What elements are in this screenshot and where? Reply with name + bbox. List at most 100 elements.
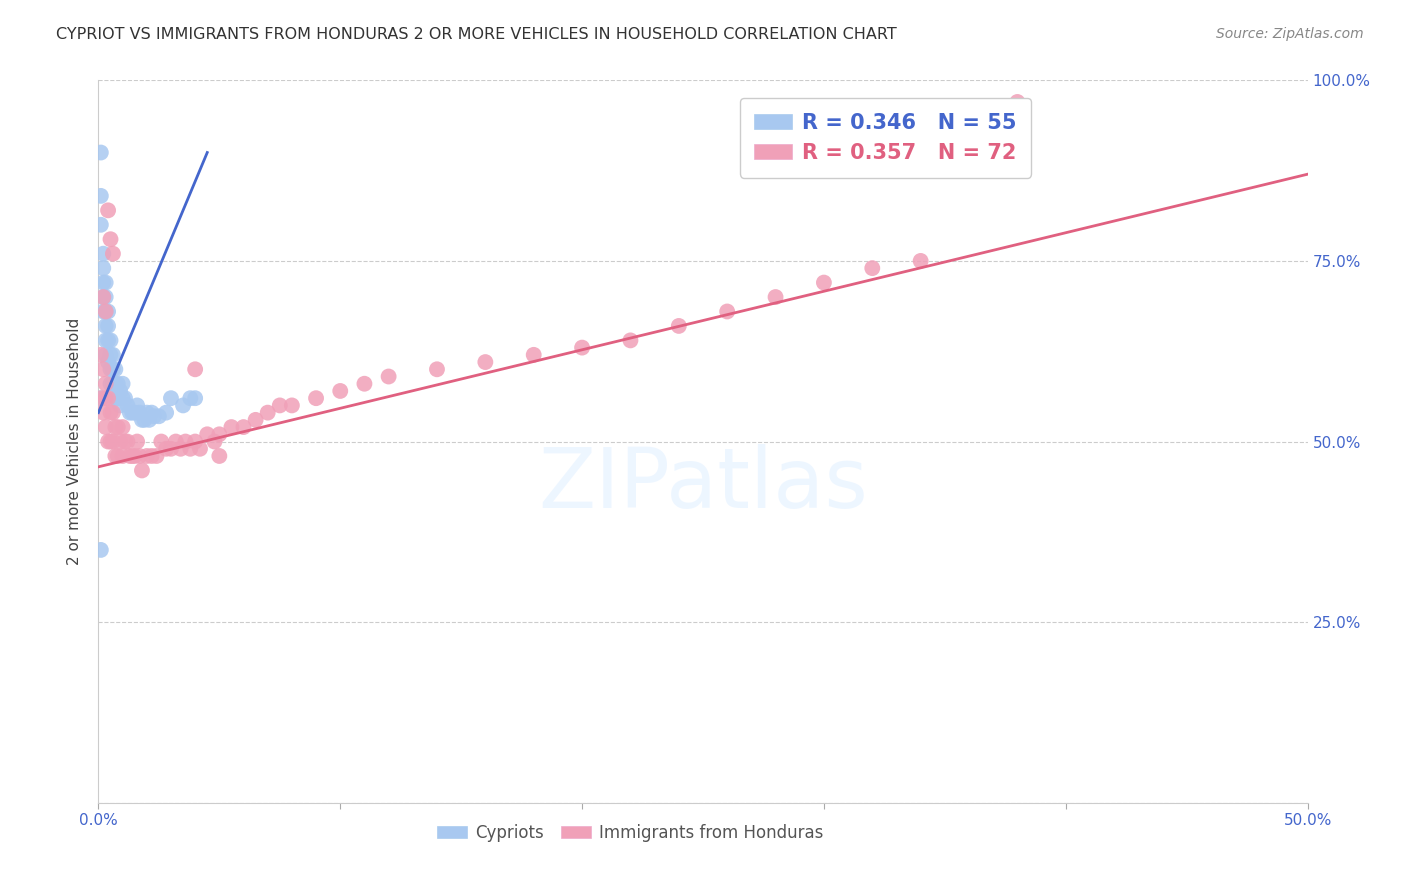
- Point: [377, 369, 399, 384]
- Point: [100, 376, 122, 391]
- Point: [160, 442, 183, 456]
- Point: [165, 434, 187, 449]
- Point: [104, 362, 127, 376]
- Point: [169, 442, 191, 456]
- Point: [97, 434, 120, 449]
- Point: [97, 304, 120, 318]
- Point: [208, 427, 231, 442]
- Point: [668, 318, 690, 333]
- Point: [121, 449, 143, 463]
- Point: [91, 290, 114, 304]
- Point: [100, 406, 122, 420]
- Point: [111, 376, 134, 391]
- Point: [145, 449, 167, 463]
- Point: [619, 334, 641, 348]
- Point: [353, 376, 375, 391]
- Point: [329, 384, 352, 398]
- Point: [90, 348, 112, 362]
- Point: [155, 406, 177, 420]
- Point: [107, 376, 129, 391]
- Point: [97, 355, 120, 369]
- Point: [90, 391, 112, 405]
- Point: [305, 391, 328, 405]
- Point: [128, 449, 150, 463]
- Point: [104, 449, 127, 463]
- Point: [716, 304, 738, 318]
- Point: [114, 434, 136, 449]
- Point: [160, 391, 183, 405]
- Point: [97, 318, 120, 333]
- Point: [143, 409, 166, 424]
- Point: [90, 189, 112, 203]
- Point: [174, 434, 197, 449]
- Point: [94, 376, 117, 391]
- Point: [91, 304, 114, 318]
- Point: [114, 391, 136, 405]
- Point: [179, 442, 201, 456]
- Point: [188, 442, 211, 456]
- Point: [90, 391, 112, 405]
- Point: [281, 398, 304, 412]
- Text: Source: ZipAtlas.com: Source: ZipAtlas.com: [1216, 27, 1364, 41]
- Point: [101, 362, 124, 376]
- Point: [138, 413, 160, 427]
- Point: [100, 362, 122, 376]
- Point: [195, 427, 218, 442]
- Point: [208, 449, 231, 463]
- Point: [131, 463, 153, 477]
- Point: [104, 391, 127, 405]
- Point: [91, 246, 114, 260]
- Point: [184, 434, 207, 449]
- Point: [101, 246, 124, 260]
- Point: [94, 304, 117, 318]
- Point: [97, 391, 120, 405]
- Point: [256, 406, 278, 420]
- Point: [104, 376, 127, 391]
- Point: [94, 304, 117, 318]
- Y-axis label: 2 or more Vehicles in Household: 2 or more Vehicles in Household: [67, 318, 83, 566]
- Point: [128, 406, 150, 420]
- Point: [124, 406, 146, 420]
- Point: [232, 420, 254, 434]
- Point: [150, 434, 173, 449]
- Point: [118, 406, 141, 420]
- Legend: Cypriots, Immigrants from Honduras: Cypriots, Immigrants from Honduras: [430, 817, 831, 848]
- Point: [765, 290, 787, 304]
- Point: [148, 409, 170, 424]
- Point: [101, 376, 124, 391]
- Point: [104, 420, 127, 434]
- Point: [118, 449, 141, 463]
- Point: [269, 398, 291, 412]
- Point: [91, 362, 114, 376]
- Point: [131, 413, 153, 427]
- Point: [221, 420, 243, 434]
- Point: [127, 398, 149, 412]
- Point: [141, 406, 163, 420]
- Point: [100, 232, 122, 246]
- Point: [155, 442, 177, 456]
- Point: [108, 398, 131, 412]
- Point: [184, 362, 207, 376]
- Point: [90, 145, 112, 160]
- Point: [101, 434, 124, 449]
- Point: [107, 391, 129, 405]
- Point: [135, 406, 157, 420]
- Point: [91, 290, 114, 304]
- Point: [571, 341, 593, 355]
- Point: [94, 318, 117, 333]
- Point: [94, 290, 117, 304]
- Point: [121, 406, 143, 420]
- Point: [134, 413, 156, 427]
- Point: [97, 334, 120, 348]
- Point: [97, 203, 120, 218]
- Point: [94, 348, 117, 362]
- Point: [108, 434, 131, 449]
- Point: [474, 355, 496, 369]
- Point: [101, 406, 124, 420]
- Point: [135, 449, 157, 463]
- Point: [813, 276, 835, 290]
- Point: [860, 261, 883, 276]
- Point: [204, 434, 226, 449]
- Point: [910, 253, 932, 268]
- Point: [1007, 95, 1029, 109]
